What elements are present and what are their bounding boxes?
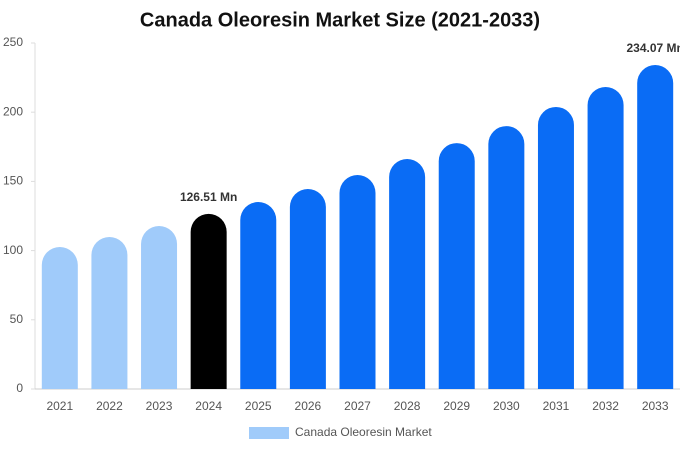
legend-label: Canada Oleoresin Market xyxy=(295,425,432,439)
y-tick-label: 100 xyxy=(3,243,23,257)
y-tick-label: 50 xyxy=(10,312,24,326)
x-tick-label: 2028 xyxy=(394,399,421,413)
x-tick-label: 2029 xyxy=(443,399,470,413)
x-tick-label: 2025 xyxy=(245,399,272,413)
x-tick-label: 2030 xyxy=(493,399,520,413)
value-label: 126.51 Mn xyxy=(180,190,237,204)
y-tick-label: 250 xyxy=(3,35,23,49)
bar xyxy=(587,87,624,389)
x-tick-label: 2032 xyxy=(592,399,619,413)
x-tick-label: 2021 xyxy=(46,399,73,413)
bar xyxy=(190,213,227,389)
bar xyxy=(488,126,525,389)
x-tick-label: 2023 xyxy=(146,399,173,413)
x-tick-label: 2031 xyxy=(543,399,570,413)
legend-swatch xyxy=(249,427,289,439)
x-tick-label: 2024 xyxy=(195,399,222,413)
x-tick-label: 2022 xyxy=(96,399,123,413)
y-tick-label: 150 xyxy=(3,174,23,188)
y-tick-label: 0 xyxy=(16,381,23,395)
bar xyxy=(91,237,128,389)
chart-title: Canada Oleoresin Market Size (2021-2033) xyxy=(140,9,540,31)
bar xyxy=(240,202,277,389)
value-label: 234.07 Mn xyxy=(627,41,680,55)
bar xyxy=(537,106,574,390)
y-tick-label: 200 xyxy=(3,104,23,118)
bar xyxy=(438,143,475,389)
x-tick-label: 2033 xyxy=(642,399,669,413)
bar xyxy=(339,175,376,389)
bar xyxy=(637,65,674,389)
bar xyxy=(389,158,426,389)
bar xyxy=(289,189,326,389)
bar xyxy=(41,247,78,389)
bar xyxy=(141,225,178,389)
x-tick-label: 2026 xyxy=(295,399,322,413)
x-tick-label: 2027 xyxy=(344,399,371,413)
